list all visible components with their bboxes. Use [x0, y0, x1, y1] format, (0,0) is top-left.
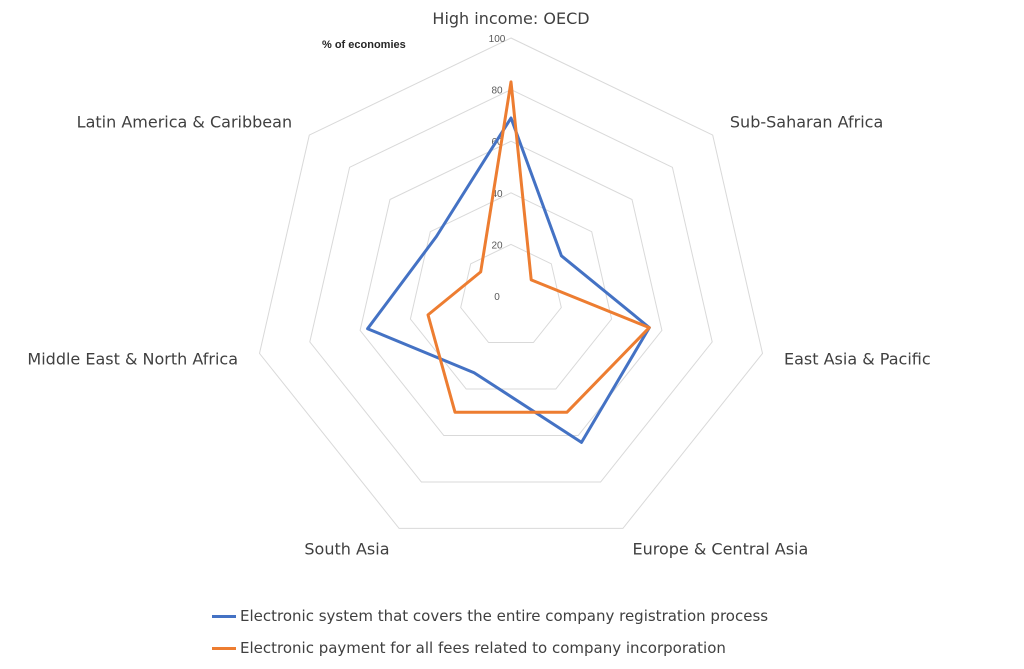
legend-swatch-series-1	[212, 614, 236, 618]
tick-label-100: 100	[489, 34, 506, 45]
legend-label-series-1: Electronic system that covers the entire…	[240, 607, 769, 625]
grid-ring-40	[409, 192, 613, 390]
legend-label-series-2: Electronic payment for all fees related …	[240, 639, 726, 657]
category-label-3: East Asia & Pacific	[784, 349, 931, 368]
category-labels: High income: OECD Sub-Saharan Africa East …	[27, 9, 930, 558]
legend-item-series-2: Electronic payment for all fees related …	[212, 632, 768, 664]
unit-label: % of economies	[322, 39, 406, 51]
tick-label-40: 40	[491, 189, 503, 200]
category-label-5: South Asia	[304, 539, 389, 558]
radar-grid	[258, 37, 764, 529]
legend: Electronic system that covers the entire…	[212, 600, 768, 664]
series-line-2	[426, 80, 651, 414]
grid-ring-100	[258, 37, 764, 529]
category-label-7: Latin America & Caribbean	[77, 112, 292, 131]
tick-label-0: 0	[494, 292, 500, 303]
grid-ring-60	[359, 140, 663, 436]
series-line-1	[366, 116, 651, 444]
series-lines	[366, 80, 651, 444]
legend-item-series-1: Electronic system that covers the entire…	[212, 600, 768, 632]
legend-swatch-series-2	[212, 646, 236, 650]
category-label-6: Middle East & North Africa	[27, 349, 238, 368]
tick-label-20: 20	[491, 240, 503, 251]
category-label-2: Sub-Saharan Africa	[730, 112, 883, 131]
category-label-1: High income: OECD	[432, 9, 589, 28]
grid-ring-80	[309, 89, 713, 483]
grid-ring-20	[460, 243, 562, 343]
tick-label-80: 80	[491, 86, 503, 97]
category-label-4: Europe & Central Asia	[633, 539, 809, 558]
